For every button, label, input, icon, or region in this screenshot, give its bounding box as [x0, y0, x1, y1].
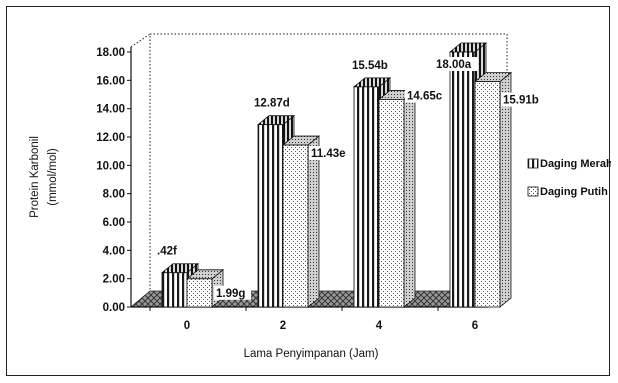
bar-front-face [186, 278, 213, 308]
data-label: 11.43e [311, 148, 346, 160]
x-tick-label: 4 [376, 320, 383, 332]
x-tick-label: 6 [472, 320, 478, 332]
y-tick-label: 16.00 [96, 75, 125, 87]
bar-front-face [378, 99, 405, 308]
bar-front-face [474, 81, 501, 308]
data-labels: .42f 1.99g 12.87d 11.43e 15.54b 14.65c 18.00a 1… [157, 57, 545, 300]
bar-front-face [257, 124, 284, 308]
bar-chart: 0.00 2.00 4.00 6.00 8.00 10.00 12.00 14.00 16.00… [29, 33, 613, 360]
x-tick-label: 2 [280, 320, 286, 332]
y-tick-labels: 0.00 2.00 4.00 6.00 8.00 10.00 12.00 14.00 16.00… [96, 47, 131, 314]
y-tick-label: 10.00 [96, 160, 125, 172]
bar-front-face [353, 86, 380, 308]
data-label-background [214, 285, 251, 300]
data-label: 14.65c [407, 90, 443, 102]
bar-front-face [161, 272, 188, 308]
y-axis-unit: (mmol/mol) [47, 148, 59, 206]
data-label: .42f [157, 246, 177, 258]
bar-front-face [282, 144, 309, 308]
bar-front-face [449, 51, 476, 308]
bar-daging-putih-6 [473, 71, 513, 308]
data-label: 12.87d [254, 98, 290, 110]
y-tick-label: 14.00 [96, 104, 125, 116]
y-tick-label: 8.00 [103, 189, 125, 201]
y-tick-label: 18.00 [96, 47, 125, 59]
left-wall-edge [130, 33, 151, 48]
legend-label-daging-merah: Daging Merah [540, 158, 611, 170]
legend: Daging Merah Daging Putih [527, 158, 613, 198]
legend-swatch-daging-putih [527, 186, 539, 197]
legend-label-daging-putih: Daging Putih [540, 186, 608, 198]
chart-frame: 0.00 2.00 4.00 6.00 8.00 10.00 12.00 14.00 16.00… [6, 6, 613, 376]
y-tick-label: 2.00 [103, 274, 125, 286]
bar-series [160, 42, 513, 308]
y-axis-title: Protein Karbonil [29, 136, 41, 218]
y-tick-label: 4.00 [103, 245, 125, 257]
data-label-background [309, 146, 353, 161]
bar-side-face [307, 135, 320, 308]
back-wall-outline [149, 33, 508, 307]
legend-swatch-daging-merah [527, 158, 539, 169]
data-label: 15.91b [503, 95, 539, 107]
data-label: 1.99g [216, 288, 245, 300]
x-axis-title: Lama Penyimpanan (Jam) [244, 348, 379, 360]
bar-daging-putih-4 [377, 89, 417, 308]
y-tick-label: 12.00 [96, 132, 125, 144]
data-label-background [501, 92, 545, 107]
x-tick-label: 0 [184, 320, 190, 332]
data-label-background [434, 57, 478, 71]
bar-daging-putih-2 [281, 135, 321, 308]
bar-side-face [403, 89, 416, 308]
y-tick-label: 0.00 [103, 302, 125, 314]
x-tick-labels: 0 2 4 6 [149, 307, 478, 332]
data-label: 15.54b [352, 60, 388, 72]
y-tick-label: 6.00 [103, 217, 125, 229]
bar-side-face [499, 71, 512, 308]
data-label: 18.00a [436, 59, 472, 71]
data-label-background [405, 88, 449, 103]
